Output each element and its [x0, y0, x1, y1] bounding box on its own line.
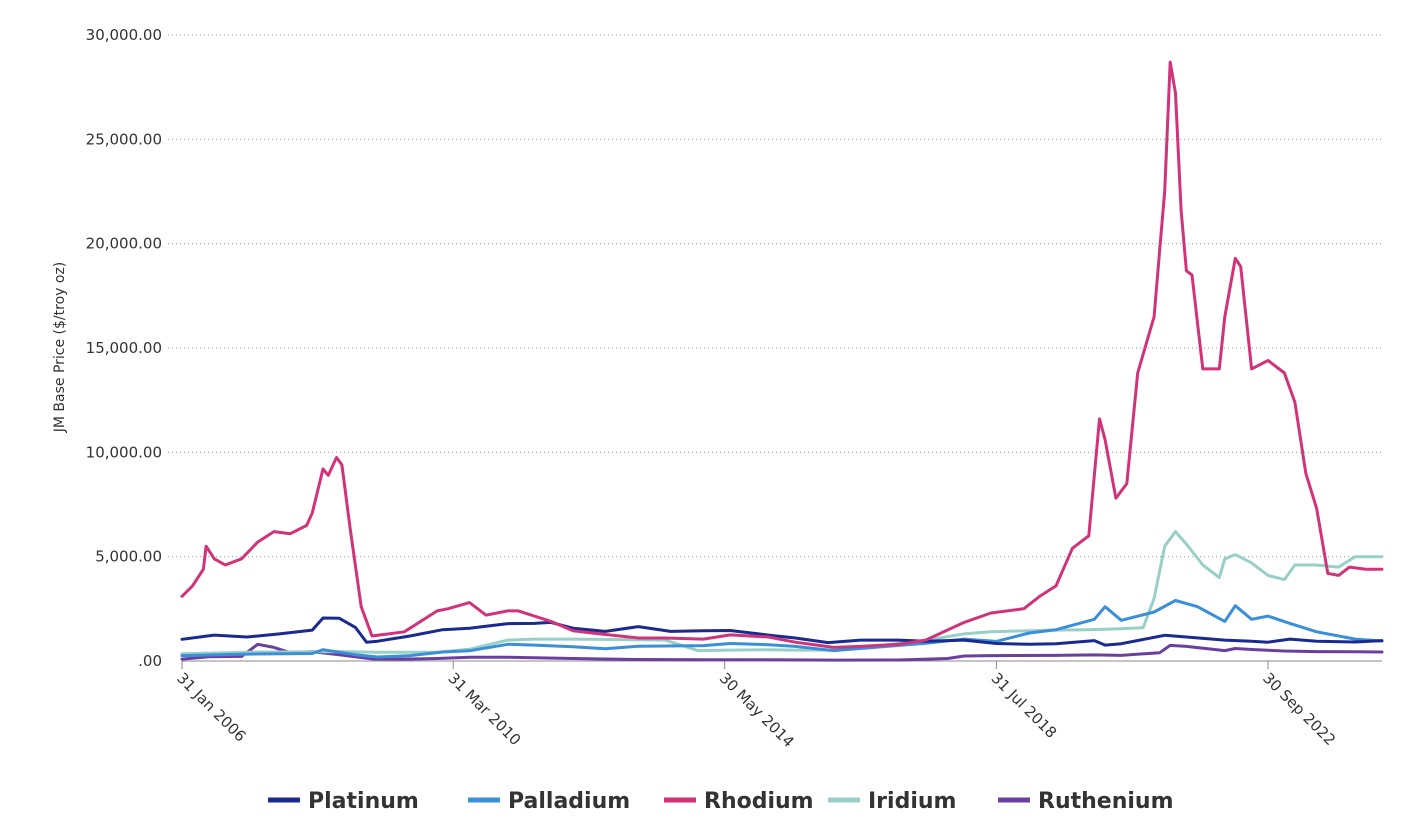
y-tick-label: 20,000.00	[86, 235, 162, 253]
gridlines	[168, 34, 1382, 558]
legend-item-platinum[interactable]: Platinum	[268, 789, 419, 814]
y-axis-ticks: .00 5,000.00 10,000.00 15,000.00 20,000.00 25…	[86, 26, 162, 670]
y-axis-title: JM Base Price ($/troy oz)	[52, 262, 68, 434]
legend-item-ruthenium[interactable]: Ruthenium	[998, 789, 1174, 814]
series-line-rhodium	[180, 60, 1384, 649]
x-axis: 31 Jan 2006 31 Mar 2010 30 May 2014 31 Jul …	[173, 660, 1382, 751]
series-lines	[180, 60, 1384, 662]
legend[interactable]: Platinum Palladium Rhodium Iridium Ruthenium	[268, 789, 1174, 814]
y-tick-label: 10,000.00	[86, 443, 162, 461]
x-tick-label: 30 May 2014	[716, 669, 798, 751]
legend-item-iridium[interactable]: Iridium	[828, 789, 956, 814]
x-tick-label: 31 Jul 2018	[988, 669, 1061, 742]
series-line-iridium	[180, 530, 1384, 656]
x-tick-label: 31 Jan 2006	[173, 669, 249, 745]
y-tick-label: 25,000.00	[86, 130, 162, 148]
series-line-platinum	[180, 616, 1384, 647]
x-tick-label: 30 Sep 2022	[1259, 669, 1339, 749]
y-tick-label: 30,000.00	[86, 26, 162, 44]
y-tick-label: 5,000.00	[95, 548, 162, 566]
legend-label: Iridium	[868, 789, 956, 814]
x-tick-label: 31 Mar 2010	[444, 669, 524, 749]
legend-item-rhodium[interactable]: Rhodium	[664, 789, 814, 814]
y-tick-label: .00	[138, 652, 162, 670]
y-tick-label: 15,000.00	[86, 339, 162, 357]
legend-label: Rhodium	[704, 789, 814, 814]
legend-label: Platinum	[308, 789, 419, 814]
legend-label: Ruthenium	[1038, 789, 1174, 814]
legend-item-palladium[interactable]: Palladium	[468, 789, 630, 814]
legend-label: Palladium	[508, 789, 630, 814]
